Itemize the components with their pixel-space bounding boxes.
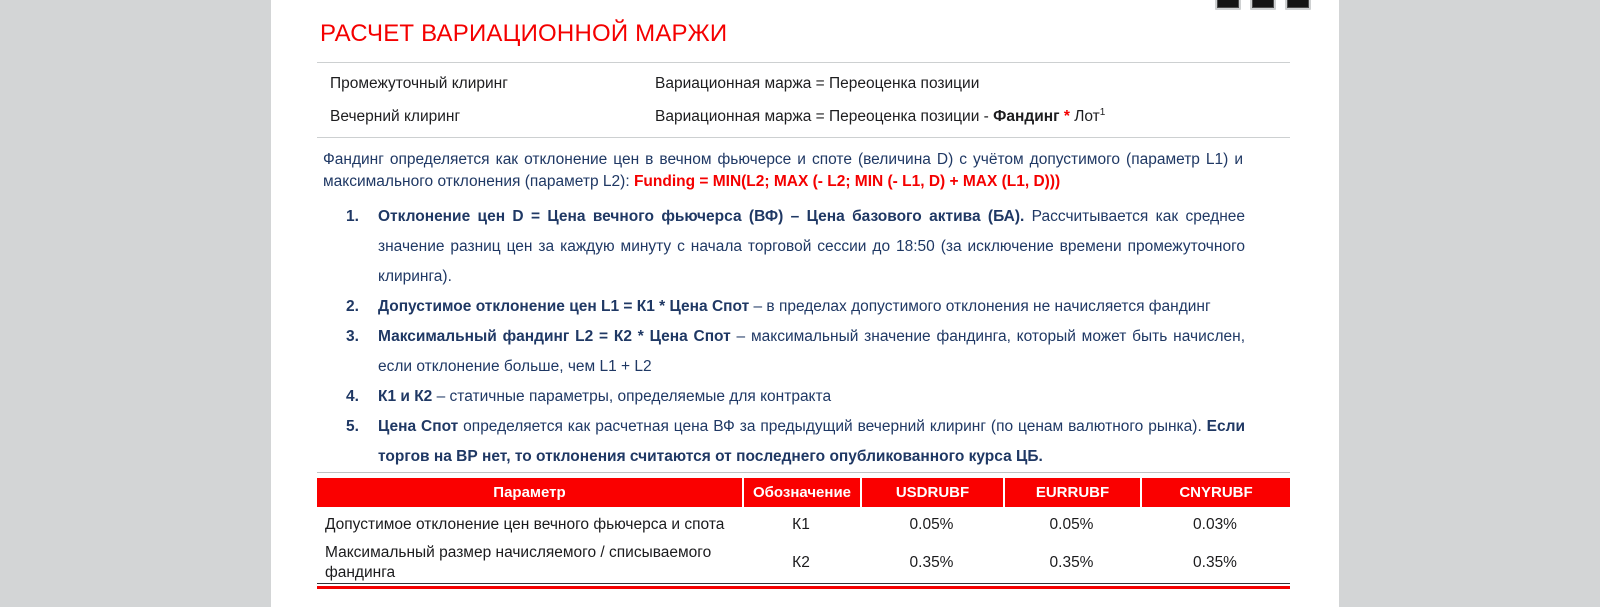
clipped-toolbar-icon[interactable]	[1250, 0, 1276, 10]
list-item: 4. К1 и К2 – статичные параметры, опреде…	[323, 382, 1245, 412]
list-item-number: 2.	[346, 298, 359, 315]
list-item-number: 1.	[346, 208, 359, 225]
clearing-row-intermediate: Промежуточный клиринг Вариационная маржа…	[317, 67, 1290, 100]
table-bottom-red-line	[317, 586, 1290, 589]
params-header-row: Параметр Обозначение USDRUBF EURRUBF CNY…	[317, 478, 1290, 507]
list-item-text: Допустимое отклонение цен L1 = К1 * Цена…	[378, 298, 1211, 315]
header-cell-symbol: Обозначение	[742, 478, 860, 507]
clearing-label: Промежуточный клиринг	[330, 74, 508, 92]
header-cell-cnyrubf: CNYRUBF	[1140, 478, 1290, 507]
clipped-toolbar-icon[interactable]	[1285, 0, 1311, 10]
table-row: Максимальный размер начисляемого / списы…	[317, 543, 1290, 583]
funding-intro-paragraph: Фандинг определяется как отклонение цен …	[323, 151, 1243, 190]
funding-formula: Funding = MIN(L2; MAX (- L2; MIN (- L1, …	[633, 172, 1061, 190]
list-item: 2. Допустимое отклонение цен L1 = К1 * Ц…	[323, 292, 1245, 322]
clearing-label: Вечерний клиринг	[330, 107, 461, 125]
cell-eurrubf: 0.35%	[1049, 554, 1094, 571]
cell-usdrubf: 0.35%	[909, 554, 954, 571]
clearing-formula: Вариационная маржа = Переоценка позиции …	[655, 106, 1106, 125]
cell-symbol: К1	[792, 516, 810, 533]
list-item-number: 3.	[346, 328, 359, 345]
red-asterisk: *	[1059, 107, 1075, 125]
clipped-toolbar-icon[interactable]	[1215, 0, 1241, 10]
list-item: 1. Отклонение цен D = Цена вечного фьюче…	[323, 202, 1245, 292]
cell-symbol: К2	[792, 554, 810, 571]
table-top-hairline	[317, 472, 1290, 473]
footnote-marker: 1	[1099, 106, 1106, 118]
clearing-formula: Вариационная маржа = Переоценка позиции	[655, 74, 980, 92]
header-cell-usdrubf: USDRUBF	[860, 478, 1003, 507]
table-bottom-dark-line	[317, 583, 1290, 584]
table-row: Допустимое отклонение цен вечного фьючер…	[317, 507, 1290, 543]
header-cell-eurrubf: EURRUBF	[1003, 478, 1140, 507]
list-item-text: Отклонение цен D = Цена вечного фьючерса…	[378, 208, 1245, 285]
clearing-row-evening: Вечерний клиринг Вариационная маржа = Пе…	[317, 100, 1290, 133]
page-title: РАСЧЕТ ВАРИАЦИОННОЙ МАРЖИ	[320, 20, 728, 47]
list-item: 5. Цена Спот определяется как расчетная …	[323, 412, 1245, 472]
params-table: Параметр Обозначение USDRUBF EURRUBF CNY…	[317, 478, 1290, 589]
list-item-text: К1 и К2 – статичные параметры, определяе…	[378, 388, 832, 405]
cell-parameter: Максимальный размер начисляемого / списы…	[325, 544, 712, 581]
cell-cnyrubf: 0.35%	[1193, 554, 1237, 571]
cell-cnyrubf: 0.03%	[1193, 516, 1237, 533]
cell-eurrubf: 0.05%	[1049, 516, 1094, 533]
list-item-number: 5.	[346, 418, 359, 435]
cell-parameter: Допустимое отклонение цен вечного фьючер…	[325, 516, 725, 533]
list-item-text: Цена Спот определяется как расчетная цен…	[378, 418, 1246, 465]
clearing-table: Промежуточный клиринг Вариационная маржа…	[317, 62, 1290, 138]
top-toolbar	[1215, 0, 1311, 10]
slide-page: РАСЧЕТ ВАРИАЦИОННОЙ МАРЖИ Промежуточный …	[271, 0, 1339, 607]
cell-usdrubf: 0.05%	[909, 516, 954, 533]
list-item: 3. Максимальный фандинг L2 = К2 * Цена С…	[323, 322, 1245, 382]
numbered-list: 1. Отклонение цен D = Цена вечного фьюче…	[323, 202, 1245, 472]
list-item-text: Максимальный фандинг L2 = К2 * Цена Спот…	[378, 328, 1246, 375]
header-cell-parameter: Параметр	[493, 484, 566, 501]
list-item-number: 4.	[346, 388, 359, 405]
